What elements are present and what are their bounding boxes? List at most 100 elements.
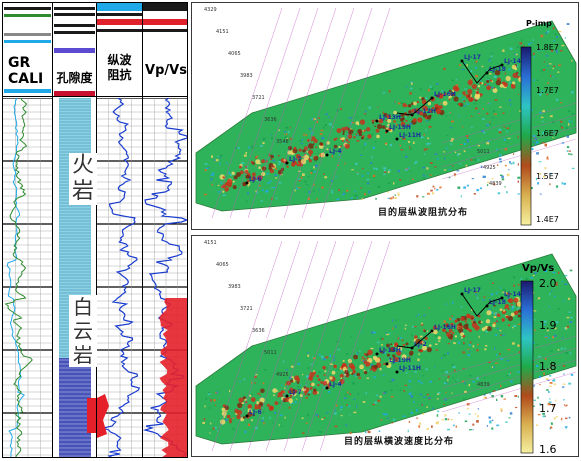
- track-title-porosity: 孔隙度: [56, 71, 93, 85]
- well-marker: [245, 414, 249, 418]
- well-label: LJ-12H: [414, 108, 436, 115]
- contour-label: 3548: [276, 139, 289, 145]
- cali-header-bar: [4, 89, 51, 93]
- well-marker: [385, 362, 389, 366]
- colorbar-tick-label: 1.7: [539, 401, 557, 415]
- well-marker: [395, 370, 399, 374]
- contour-label: 3721: [240, 306, 253, 312]
- well-label: LJ-7: [289, 389, 302, 396]
- contour-label: 4151: [204, 240, 217, 246]
- well-marker: [325, 386, 329, 390]
- impedance-map-panel: 4329 4151 4065 3983 3721 3636 3548 5011 4925 4839…: [191, 2, 579, 230]
- colorbar-tick-label: 1.4E7: [536, 215, 559, 224]
- well-label: LJ-6: [249, 176, 262, 183]
- colorbar-tick-label: 1.6E7: [536, 129, 559, 138]
- track-header-vpvs: Vp/Vs: [143, 3, 187, 97]
- contour-label: 4839: [489, 181, 502, 187]
- contour-label: 5011: [264, 350, 277, 356]
- track-impedance: 纵波 阻抗: [97, 3, 143, 457]
- well-label: LJ-4: [329, 381, 342, 388]
- well-label: LJ-4: [329, 148, 342, 155]
- vpvs-map-title: 目的层纵横波速度比分布: [342, 434, 457, 447]
- well-marker: [285, 394, 289, 398]
- contour-label: 4329: [204, 7, 217, 13]
- cali-curve: [6, 97, 26, 457]
- track-title-gr-cali: GR CALI: [8, 55, 44, 87]
- contour-label: 3983: [228, 284, 241, 290]
- well-label: LJ-6: [249, 409, 262, 416]
- well-label: LJ-13H: [379, 347, 401, 354]
- well-label: LJ-16H: [434, 91, 456, 98]
- colorbar-tick-label: 1.5E7: [536, 172, 559, 181]
- well-label: LJ-18: [489, 299, 506, 306]
- well-marker: [285, 161, 289, 165]
- track-gr-cali: GR CALI: [3, 3, 53, 457]
- contour-label: 4925: [276, 372, 289, 378]
- track-header-porosity: 孔隙度: [53, 3, 96, 97]
- well-label: LJ-13H: [379, 114, 401, 121]
- well-trajectory: [396, 330, 433, 349]
- vpvs-red-fill: [159, 298, 187, 457]
- contour-label: 3983: [240, 73, 253, 79]
- vpvs-map-panel: 4151 4065 3983 3721 3636 5011 4925 4839 LJ-17 LJ-…: [191, 235, 579, 457]
- impedance-map-canvas: 4329 4151 4065 3983 3721 3636 3548 5011 4925 4839…: [195, 7, 577, 226]
- lithology-label-dolomite: 白 云 岩: [69, 295, 97, 367]
- contour-label: 4839: [477, 382, 490, 388]
- well-label: LJ-19H: [389, 357, 411, 364]
- impedance-colorbar-title: P-imp: [526, 19, 552, 28]
- well-marker: [245, 181, 249, 185]
- contour-label: 5011: [477, 149, 490, 155]
- well-label: LJ-18: [489, 66, 506, 73]
- well-label: LJ-7: [289, 156, 302, 163]
- impedance-column: [97, 97, 142, 457]
- porosity-column: [53, 97, 96, 457]
- well-label: LJ-11H: [399, 365, 421, 372]
- track-porosity: 孔隙度: [53, 3, 97, 457]
- vpvs-colorbar-title: Vp/Vs: [522, 263, 555, 274]
- porosity-legend-bar: [54, 48, 95, 53]
- track-vpvs: Vp/Vs: [143, 3, 187, 457]
- well-marker: [375, 352, 379, 356]
- vpvs-map-canvas: 4151 4065 3983 3721 3636 5011 4925 4839 LJ-17 LJ-…: [195, 240, 577, 454]
- well-label: LJ-2: [414, 341, 427, 348]
- well-marker: [325, 153, 329, 157]
- porosity-header-bar: [54, 91, 95, 96]
- impedance-red-fill: [97, 394, 109, 438]
- well-label: LJ-14: [504, 58, 521, 65]
- contour-label: 4065: [228, 51, 241, 57]
- well-label: LJ-19H: [389, 124, 411, 131]
- contour-label: 4925: [483, 165, 496, 171]
- well-marker: [385, 129, 389, 133]
- well-label: LJ-11H: [399, 132, 421, 139]
- colorbar-tick-label: 1.7E7: [536, 86, 559, 95]
- porosity-low-zone: [59, 358, 91, 457]
- well-log-panel: GR CALI 孔隙度: [2, 2, 188, 458]
- track-title-impedance: 纵波 阻抗: [107, 53, 132, 82]
- colorbar-tick-label: 2.0: [539, 277, 557, 290]
- well-trajectory: [396, 97, 433, 116]
- colorbar-tick-label: 1.8: [539, 360, 557, 373]
- well-label: LJ-14: [504, 291, 521, 298]
- track-title-vpvs: Vp/Vs: [145, 63, 187, 78]
- contour-label: 3636: [252, 328, 265, 334]
- well-marker: [395, 137, 399, 141]
- track-header-impedance: 纵波 阻抗: [97, 3, 142, 97]
- vpvs-column: [143, 97, 187, 457]
- impedance-curve: [101, 97, 141, 457]
- contour-label: 4065: [216, 262, 229, 268]
- well-label: LJ-17: [464, 54, 481, 61]
- contour-label: 3721: [252, 95, 265, 101]
- well-trajectory: [461, 293, 503, 317]
- well-label: LJ-17: [464, 287, 481, 294]
- contour-label: 4151: [216, 29, 229, 35]
- lithology-label-volcanic: 火 岩: [69, 153, 97, 205]
- well-label: LJ-16H: [434, 324, 456, 331]
- vpvs-curve: [143, 97, 187, 457]
- gr-curve: [4, 97, 33, 457]
- contour-label: 3636: [264, 117, 277, 123]
- track-header-gr-cali: GR CALI: [3, 3, 52, 97]
- colorbar-tick-label: 1.9: [539, 318, 557, 332]
- porosity-red-marker: [87, 398, 96, 433]
- impedance-colorbar: [520, 46, 532, 226]
